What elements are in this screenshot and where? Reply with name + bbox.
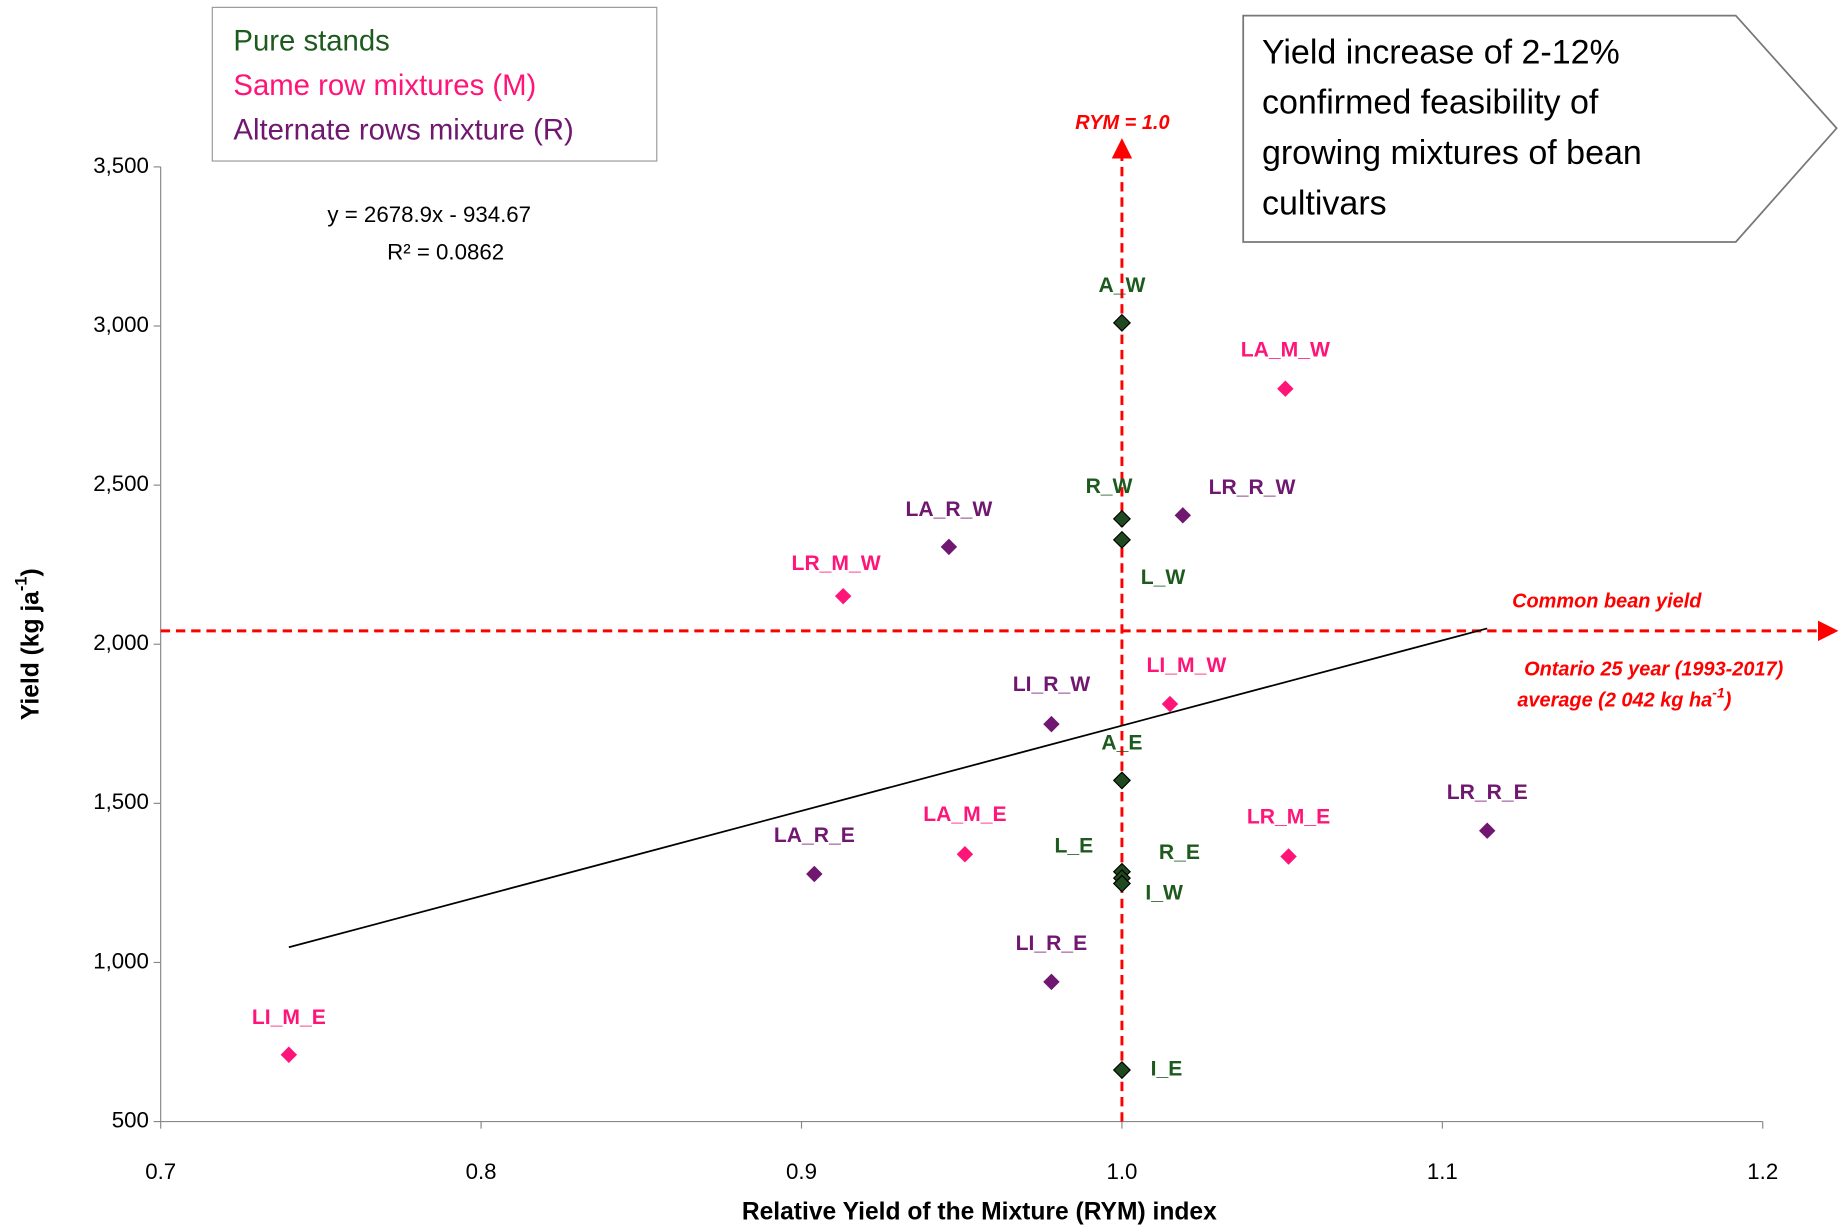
x-tick-label: 1.2 (1747, 1159, 1778, 1184)
x-axis-title: Relative Yield of the Mixture (RYM) inde… (742, 1199, 1217, 1226)
point-label: LR_M_E (1247, 805, 1330, 828)
trend-r2: R² = 0.0862 (387, 240, 504, 265)
point-label: A_E (1101, 732, 1142, 755)
ref-y-label: Common bean yield (1512, 590, 1702, 612)
point (1043, 715, 1060, 733)
point (1161, 695, 1179, 713)
legend-entry: Pure stands (233, 24, 389, 57)
ref-x-label: RYM = 1.0 (1075, 112, 1169, 134)
point (1112, 509, 1131, 528)
point-label: LA_R_E (774, 824, 855, 847)
y-title-sup: -1 (13, 577, 31, 592)
x-tick-label: 1.1 (1427, 1159, 1458, 1184)
point-label: LA_M_E (923, 803, 1006, 826)
trend-equation: y = 2678.9x - 934.67 (327, 202, 531, 227)
point-label: LR_R_E (1447, 781, 1528, 804)
y-tick-label: 3,500 (93, 153, 149, 178)
point (1112, 1060, 1131, 1080)
point-label: I_E (1151, 1058, 1183, 1081)
ref-y-note: average (2 042 kg ha-1) (1517, 684, 1731, 712)
y-tick-label: 2,500 (93, 471, 149, 496)
point-label: L_E (1054, 835, 1093, 858)
y-tick-label: 3,000 (93, 312, 149, 337)
callout-text: cultivars (1262, 185, 1387, 223)
callout-text: Yield increase of 2-12% (1262, 33, 1620, 71)
y-tick-label: 1,500 (93, 789, 149, 814)
ref-y-note-sup: -1 (1712, 684, 1725, 700)
y-tick-label: 500 (112, 1107, 149, 1132)
ref-y-note-end: ) (1723, 690, 1732, 712)
point (956, 846, 974, 863)
point (1112, 771, 1131, 790)
y-axis-title: Yield (kg ja-1) (13, 568, 45, 720)
point-label: LR_R_W (1209, 476, 1296, 499)
point (1174, 507, 1192, 524)
ref-y-note: Ontario 25 year (1993-2017) (1524, 658, 1783, 680)
point-label: LR_M_W (792, 552, 881, 575)
y-title-main: Yield (kg ja (17, 591, 44, 720)
point-label: R_W (1086, 475, 1133, 498)
legend-entry: Alternate rows mixture (R) (233, 113, 573, 146)
point (806, 865, 823, 883)
x-tick-label: 0.7 (145, 1159, 176, 1184)
x-tick-label: 0.8 (466, 1159, 497, 1184)
point-label: I_W (1145, 882, 1183, 905)
point (834, 587, 852, 605)
y-tick-label: 1,000 (93, 948, 149, 973)
point (280, 1046, 298, 1063)
point (1280, 848, 1297, 865)
point (1277, 380, 1294, 397)
point-label: LI_M_W (1147, 654, 1227, 677)
point (1478, 822, 1496, 839)
point-label: LI_M_E (252, 1006, 326, 1029)
ref-y-note-main: average (2 042 kg ha (1517, 690, 1712, 712)
point (1112, 530, 1131, 549)
point (1112, 313, 1131, 332)
point (940, 538, 958, 556)
point-label: LA_M_W (1241, 339, 1330, 362)
y-tick-label: 2,000 (93, 630, 149, 655)
legend-box (211, 6, 658, 162)
point-label: A_W (1098, 274, 1145, 297)
callout: Yield increase of 2-12% confirmed feasibi… (1262, 33, 1642, 222)
point (1043, 973, 1060, 991)
x-tick-label: 0.9 (786, 1159, 817, 1184)
point-label: R_E (1159, 841, 1200, 864)
y-title-end: ) (17, 568, 44, 576)
callout-text: confirmed feasibility of (1262, 84, 1599, 122)
legend-entry: Same row mixtures (M) (233, 69, 536, 102)
point (1112, 874, 1131, 893)
callout-text: growing mixtures of bean (1262, 134, 1642, 172)
point-label: LI_R_E (1016, 932, 1088, 955)
trendline (288, 627, 1488, 949)
x-tick-label: 1.0 (1106, 1159, 1137, 1184)
point-label: LA_R_W (906, 498, 993, 521)
callout-box (1242, 14, 1838, 243)
point-label: LI_R_W (1013, 673, 1090, 696)
point-label: L_W (1141, 566, 1186, 589)
